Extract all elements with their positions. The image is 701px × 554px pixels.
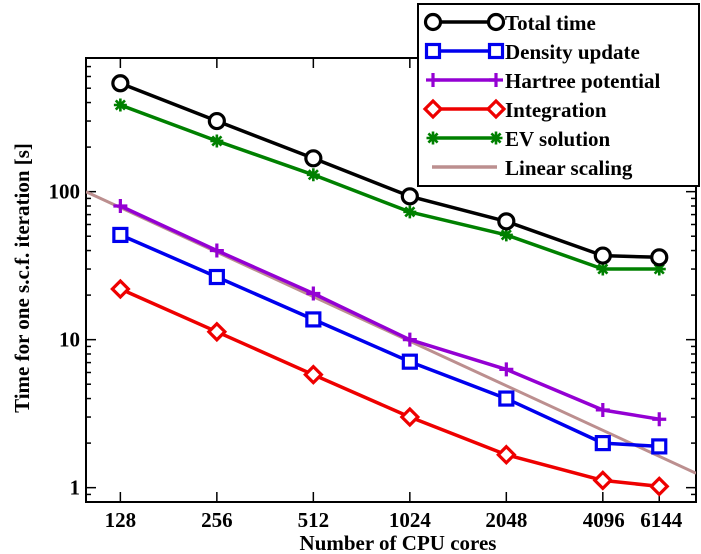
legend-label: Hartree potential <box>505 69 660 93</box>
legend-marker <box>485 98 507 120</box>
legend-label: Density update <box>505 40 640 64</box>
point-integration <box>206 321 228 343</box>
legend-label: Integration <box>505 98 607 122</box>
legend-label: Total time <box>505 11 596 35</box>
series-line-hartree-potential <box>119 204 660 421</box>
point-hartree-potential <box>652 412 667 427</box>
y-tick-label: 1 <box>70 476 81 500</box>
legend-marker <box>424 42 442 60</box>
y-axis: 1 10 100 <box>49 57 696 503</box>
x-tick-label: 128 <box>105 508 137 532</box>
x-tick-label: 1024 <box>389 508 432 532</box>
point-density-update <box>594 435 611 452</box>
point-hartree-potential <box>595 402 610 417</box>
point-ev-solution <box>652 262 666 276</box>
legend-box <box>417 3 700 187</box>
legend-item-total-time: Total time <box>423 11 596 35</box>
x-tick-label: 256 <box>201 508 233 532</box>
star-core <box>429 134 437 142</box>
point-ev-solution <box>210 134 224 148</box>
point-integration <box>648 476 670 497</box>
legend-marker <box>426 73 440 87</box>
star-core <box>213 137 221 145</box>
x-tick-label: 6144 <box>640 508 683 532</box>
legend-label: Linear scaling <box>505 156 633 180</box>
legend-marker <box>422 98 444 120</box>
plot-border <box>85 57 697 503</box>
point-ev-solution <box>306 168 320 182</box>
point-hartree-potential <box>113 199 128 213</box>
star-core <box>116 101 124 109</box>
point-hartree-potential <box>499 362 514 377</box>
point-ev-solution <box>499 228 513 242</box>
point-total-time <box>497 212 516 231</box>
series-line-density-update <box>119 233 660 449</box>
point-integration <box>592 470 614 491</box>
point-ev-solution <box>403 205 417 219</box>
legend-marker <box>487 42 505 60</box>
y-tick-label: 10 <box>59 328 80 352</box>
point-density-update <box>208 268 225 286</box>
legend-item-integration: Integration <box>422 98 607 122</box>
point-density-update <box>651 438 668 455</box>
point-total-time <box>207 111 226 131</box>
legend-marker <box>489 73 503 87</box>
legend-marker <box>489 131 503 145</box>
point-total-time <box>650 248 669 267</box>
series-ev-solution <box>113 98 666 276</box>
series-integration <box>110 278 670 497</box>
point-density-update <box>401 353 418 370</box>
x-tick-label: 4096 <box>583 508 625 532</box>
x-tick-label: 512 <box>298 508 330 532</box>
point-ev-solution <box>113 98 127 112</box>
point-density-update <box>112 226 129 244</box>
point-total-time <box>593 246 612 265</box>
legend-item-linear-scaling: Linear scaling <box>432 156 633 180</box>
point-total-time <box>111 74 130 93</box>
star-core <box>502 231 510 239</box>
star-core <box>492 134 500 142</box>
point-hartree-potential <box>306 286 321 301</box>
point-integration <box>496 444 517 465</box>
point-hartree-potential <box>402 332 417 347</box>
legend-marker <box>486 12 506 32</box>
legend-item-ev-solution: EV solution <box>426 127 611 151</box>
legend-marker <box>423 12 443 32</box>
legend-label: EV solution <box>505 127 611 151</box>
star-core <box>309 171 317 179</box>
point-density-update <box>305 311 322 328</box>
legend-item-hartree-potential: Hartree potential <box>426 69 660 93</box>
point-total-time <box>304 149 323 168</box>
star-core <box>655 265 663 273</box>
legend: Total time Density update Hartree potentia… <box>417 3 700 187</box>
point-integration <box>399 406 421 428</box>
point-integration <box>110 278 131 300</box>
point-density-update <box>498 390 515 407</box>
star-core <box>599 265 607 273</box>
y-axis-label: Time for one s.c.f. iteration [s] <box>10 143 34 413</box>
plot-frame <box>85 57 697 503</box>
series-line-integration <box>119 287 660 489</box>
point-integration <box>303 364 324 385</box>
x-axis: 128 256 512 1024 2048 4096 6144 <box>105 58 683 532</box>
legend-marker <box>426 131 440 145</box>
star-core <box>406 208 414 216</box>
series-density-update <box>112 226 668 455</box>
point-hartree-potential <box>209 243 224 258</box>
point-total-time <box>400 187 419 206</box>
legend-item-density-update: Density update <box>424 40 640 64</box>
y-tick-label: 100 <box>49 180 81 204</box>
series-hartree-potential <box>113 199 667 427</box>
x-axis-label: Number of CPU cores <box>300 531 497 554</box>
series-total-time <box>111 74 669 267</box>
point-ev-solution <box>596 262 610 276</box>
x-tick-label: 2048 <box>485 508 527 532</box>
series-layer <box>86 74 696 497</box>
